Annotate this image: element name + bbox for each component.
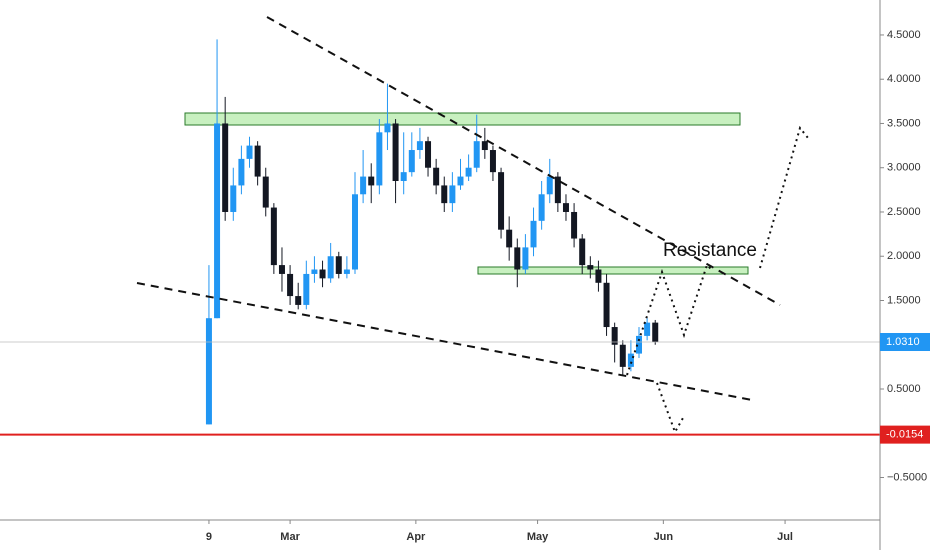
candle-body [498, 172, 505, 230]
candle-body [278, 265, 285, 274]
candle-body [579, 238, 586, 266]
support-zone [477, 266, 749, 275]
candle-body [254, 145, 261, 177]
candle-body [335, 256, 342, 274]
y-tick-label: 3.0000 [887, 162, 921, 174]
candle-body [481, 141, 488, 151]
candle-body [295, 296, 302, 305]
candle-body [408, 150, 415, 173]
candle-body [433, 167, 440, 186]
candle-body [262, 176, 269, 208]
trend-line [136, 282, 753, 401]
candle-body [506, 229, 513, 248]
last_price-label: 1.0310 [886, 336, 920, 348]
candle-body [652, 322, 659, 343]
level-label: -0.0154 [886, 429, 923, 441]
candle-body [368, 176, 375, 186]
x-tick-label: May [527, 531, 549, 543]
candle-body [465, 167, 472, 177]
candle-body [611, 327, 618, 345]
projection-path [759, 125, 809, 269]
candle-body [360, 176, 367, 195]
y-tick-label: 4.5000 [887, 29, 921, 41]
projection-path [626, 263, 713, 376]
candle-body [205, 318, 212, 425]
x-tick-label: 9 [206, 531, 212, 543]
candle-body [222, 123, 229, 212]
trend-line [266, 16, 781, 306]
candle-body [538, 194, 545, 221]
candle-body [376, 132, 383, 186]
candle-body [246, 145, 253, 159]
candle-body [546, 176, 553, 195]
candle-body [514, 247, 521, 270]
candle-body [489, 150, 496, 173]
candle-body [352, 194, 359, 270]
candle-body [270, 207, 277, 266]
level-badge [880, 425, 930, 444]
candle-body [416, 141, 423, 151]
candle-body [238, 158, 245, 186]
y-tick-label: 4.0000 [887, 73, 921, 85]
y-tick-label: 1.5000 [887, 294, 921, 306]
y-tick-label: 2.0000 [887, 250, 921, 262]
resistance-zone [184, 112, 741, 126]
candle-body [287, 273, 294, 297]
candle-body [425, 141, 432, 168]
candle-body [319, 269, 326, 279]
candle-body [644, 322, 651, 336]
candle-body [595, 269, 602, 283]
candle-body [627, 353, 634, 367]
candle-body [473, 141, 480, 168]
candle-body [619, 344, 626, 367]
candle-body [392, 123, 399, 182]
candle-body [554, 176, 561, 204]
x-tick-label: Jul [777, 531, 793, 543]
candle-body [343, 269, 350, 274]
x-tick-label: Jun [654, 531, 674, 543]
candle-body [303, 273, 310, 305]
candle-body [571, 211, 578, 239]
candle-body [636, 335, 643, 354]
candle-body [400, 172, 407, 182]
candle-body [311, 269, 318, 274]
candle-body [603, 282, 610, 328]
x-tick-label: Mar [280, 531, 300, 543]
y-tick-label: 2.5000 [887, 206, 921, 218]
last_price-badge [880, 333, 930, 352]
x-tick-label: Apr [406, 531, 426, 543]
candle-body [384, 123, 391, 133]
candle-body [562, 203, 569, 212]
candle-body [230, 185, 237, 212]
candle-body [441, 185, 448, 204]
candle-body [522, 247, 529, 270]
candle-body [530, 220, 537, 248]
candle-body [449, 185, 456, 204]
candle-body [587, 265, 594, 270]
y-tick-label: 3.5000 [887, 117, 921, 129]
candle-body [327, 256, 334, 279]
y-tick-label: 0.5000 [887, 383, 921, 395]
y-tick-label: −0.5000 [887, 471, 927, 483]
annotation: Resistance [663, 240, 757, 261]
projection-path [656, 382, 684, 435]
candle-body [214, 123, 221, 319]
candle-body [457, 176, 464, 186]
plot-area [0, 39, 880, 436]
